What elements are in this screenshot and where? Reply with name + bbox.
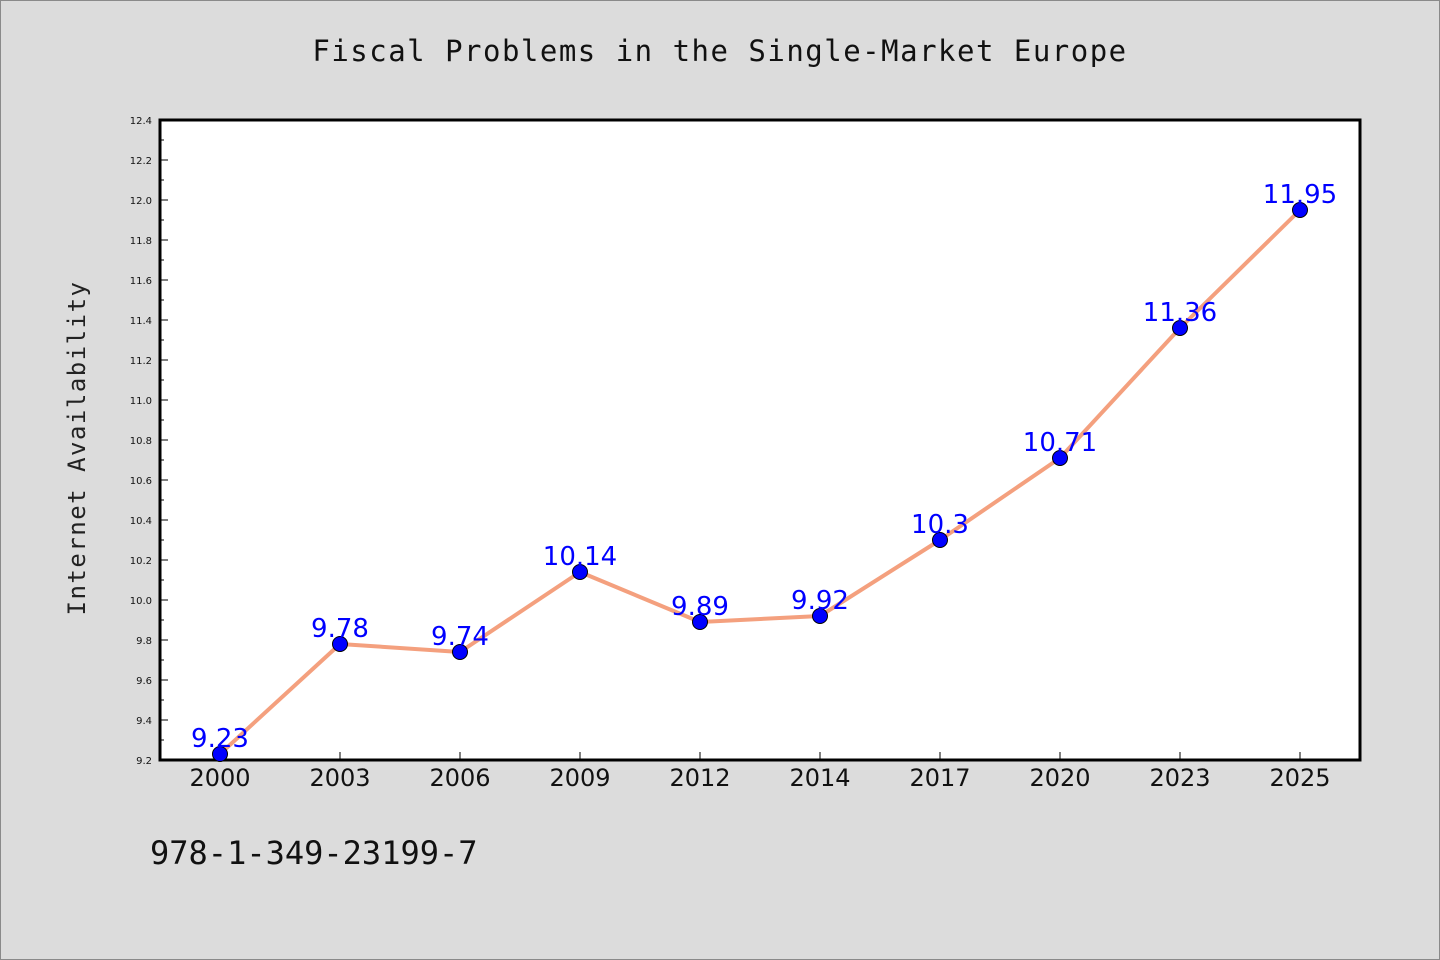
data-point bbox=[1292, 202, 1308, 218]
series-line bbox=[218, 208, 1302, 756]
data-label: 9.74 bbox=[431, 622, 489, 652]
x-tick-label: 2012 bbox=[669, 764, 730, 792]
y-tick-label: 9.2 bbox=[136, 756, 152, 767]
y-tick-label: 11.8 bbox=[130, 236, 152, 247]
data-point bbox=[1172, 320, 1188, 336]
data-point bbox=[332, 636, 348, 652]
y-tick-label: 9.4 bbox=[136, 716, 152, 727]
data-point bbox=[812, 608, 828, 624]
y-tick-label: 12.2 bbox=[130, 156, 152, 167]
x-tick-label: 2006 bbox=[429, 764, 490, 792]
y-axis-label: Internet Availability bbox=[63, 281, 91, 616]
x-tick-label: 2009 bbox=[549, 764, 610, 792]
y-tick-label: 11.6 bbox=[130, 276, 152, 287]
data-label: 9.78 bbox=[311, 614, 369, 644]
y-tick-label: 9.8 bbox=[136, 636, 152, 647]
data-label: 10.14 bbox=[543, 542, 617, 572]
data-points bbox=[212, 202, 1308, 762]
plot-area bbox=[158, 118, 1362, 762]
data-label: 9.92 bbox=[791, 586, 849, 616]
data-label: 10.71 bbox=[1023, 428, 1097, 458]
y-tick-label: 11.4 bbox=[130, 316, 152, 327]
x-tick-label: 2020 bbox=[1029, 764, 1090, 792]
x-tick-label: 2003 bbox=[309, 764, 370, 792]
y-tick-label: 10.2 bbox=[130, 556, 152, 567]
y-tick-label: 10.4 bbox=[130, 516, 152, 527]
isbn-text: 978-1-349-23199-7 bbox=[150, 834, 478, 872]
data-point bbox=[932, 532, 948, 548]
y-tick-label: 9.6 bbox=[136, 676, 152, 687]
x-tick-label: 2025 bbox=[1269, 764, 1330, 792]
y-tick-label: 10.6 bbox=[130, 476, 152, 487]
data-label: 11.36 bbox=[1143, 298, 1217, 328]
x-tick-label: 2014 bbox=[789, 764, 850, 792]
y-tick-label: 10.0 bbox=[130, 596, 152, 607]
data-label: 9.89 bbox=[671, 592, 729, 622]
data-point bbox=[692, 614, 708, 630]
data-label: 11.95 bbox=[1263, 180, 1337, 210]
y-tick-label: 10.8 bbox=[130, 436, 152, 447]
data-labels: 9.23 9.78 9.74 10.14 9.89 9.92 10.3 10.71 11.36 1… bbox=[191, 180, 1337, 754]
data-point bbox=[1052, 450, 1068, 466]
y-tick-label: 11.0 bbox=[130, 396, 152, 407]
x-tick-label: 2000 bbox=[189, 764, 250, 792]
data-point bbox=[572, 564, 588, 580]
x-tick-label: 2017 bbox=[909, 764, 970, 792]
data-label: 10.3 bbox=[911, 510, 969, 540]
data-label: 9.23 bbox=[191, 724, 249, 754]
data-point bbox=[452, 644, 468, 660]
data-point bbox=[212, 746, 228, 762]
y-axis: 9.2 9.4 9.6 9.8 10.0 10.2 10.4 10.6 10.8 11.0 11.2… bbox=[130, 116, 168, 767]
y-tick-label: 12.0 bbox=[130, 196, 152, 207]
y-tick-label: 11.2 bbox=[130, 356, 152, 367]
chart-title: Fiscal Problems in the Single-Market Eur… bbox=[312, 34, 1128, 68]
y-tick-label: 12.4 bbox=[130, 116, 152, 127]
x-tick-label: 2023 bbox=[1149, 764, 1210, 792]
x-axis: 2000 2003 2006 2009 2012 2014 2017 2020 2023 2025 bbox=[189, 752, 1331, 792]
